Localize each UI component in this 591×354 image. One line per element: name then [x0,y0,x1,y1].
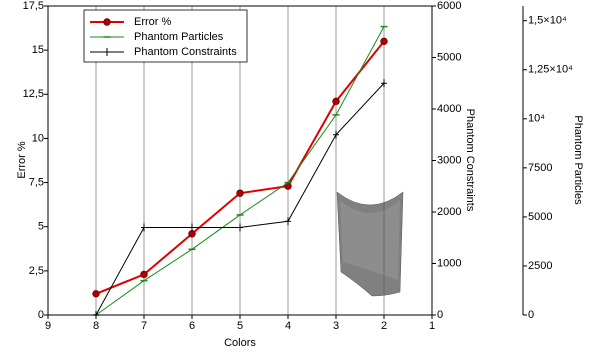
marker [189,230,196,237]
y-tick-label: 2,5 [29,265,44,277]
y3-tick-label: 0 [528,309,534,321]
y2-tick-label: 2000 [437,206,461,218]
marker [333,98,340,105]
y-tick-label: 0 [38,309,44,321]
y-axis-label: Error % [16,141,28,179]
x-tick-label: 9 [45,320,51,332]
x-tick-label: 8 [93,320,99,332]
x-tick-label: 1 [429,320,435,332]
y3-tick-label: 2500 [528,260,552,272]
y2-tick-label: 6000 [437,0,461,12]
x-axis-label: Colors [224,337,256,349]
y-tick-label: 17,5 [23,0,44,12]
marker [189,223,195,231]
chart: Error % Colors Phantom Constraints Phant… [0,0,591,354]
y-tick-label: 12,5 [23,88,44,100]
y2-tick-label: 3000 [437,154,461,166]
marker [141,271,148,278]
y-tick-label: 7,5 [29,176,44,188]
y3-tick-label: 7500 [528,162,552,174]
y-tick-label: 5 [38,221,44,233]
y3-axis-label: Phantom Particles [572,115,584,205]
y3-tick-label: 1,5×10⁴ [528,15,567,27]
y3-tick-label: 10⁴ [528,113,545,125]
y2-tick-label: 1000 [437,257,461,269]
x-tick-label: 4 [285,320,291,332]
y-tick-label: 15 [32,44,44,56]
marker [93,291,100,298]
x-tick-label: 7 [141,320,147,332]
legend-label: Phantom Constraints [134,46,237,58]
y2-axis-label: Phantom Constraints [464,109,476,212]
y3-tick-label: 1,25×10⁴ [528,64,573,76]
marker [237,190,244,197]
x-tick-label: 5 [237,320,243,332]
x-tick-label: 6 [189,320,195,332]
y3-tick-label: 5000 [528,211,552,223]
legend-marker [104,19,111,26]
legend-label: Phantom Particles [134,31,224,43]
legend-label: Error % [134,16,172,28]
y2-tick-label: 4000 [437,103,461,115]
y2-tick-label: 5000 [437,51,461,63]
y2-tick-label: 0 [437,309,443,321]
marker [381,38,388,45]
y-tick-label: 10 [32,132,44,144]
x-tick-label: 3 [333,320,339,332]
marker [237,223,243,231]
cloth-illustration [337,192,403,296]
x-tick-label: 2 [381,320,387,332]
